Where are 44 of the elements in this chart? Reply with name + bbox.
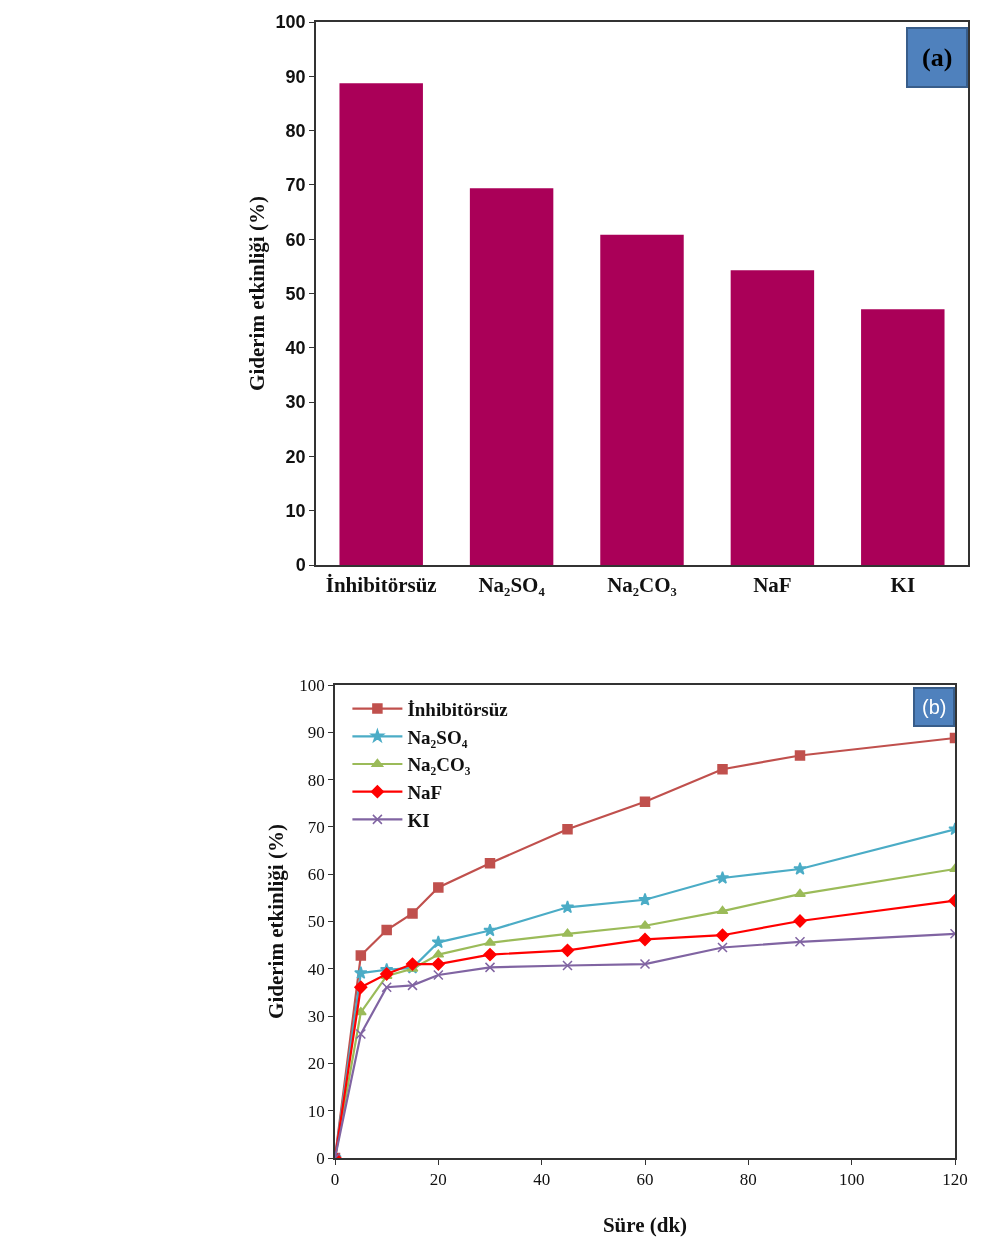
x-axis-title: Süre (dk): [602, 1212, 688, 1237]
y-tick-label: 20: [285, 446, 306, 467]
y-tick-label: 30: [307, 1007, 325, 1027]
y-tick-label: 50: [307, 912, 325, 932]
annotation: (b): [922, 696, 947, 718]
x-tick-label: 60: [636, 1170, 654, 1190]
x-tick-label: 0: [330, 1170, 340, 1190]
y-tick-label: 40: [307, 959, 325, 979]
y-tick-label: 50: [285, 283, 306, 304]
y-tick-label: 0: [316, 1148, 325, 1168]
y-tick-label: 100: [299, 675, 325, 695]
y-tick-label: 20: [307, 1054, 325, 1074]
x-tick-label: KI: [890, 572, 916, 597]
y-tick-label: 70: [285, 175, 306, 196]
y-tick-label: 80: [285, 120, 306, 141]
x-tick-label: Na₂CO₃: [607, 572, 677, 597]
x-tick-label: 120: [942, 1170, 968, 1190]
legend-label: Na₂CO₃: [407, 754, 471, 776]
x-tick-label: NaF: [753, 572, 792, 597]
x-tick-label: 40: [533, 1170, 551, 1190]
y-axis-title: Giderim etkinliği (%): [244, 196, 269, 391]
annotation: (a): [922, 43, 953, 72]
legend-label: NaF: [407, 782, 443, 804]
y-tick-label: 40: [285, 338, 306, 359]
y-tick-label: 10: [307, 1101, 325, 1121]
y-tick-label: 60: [307, 865, 325, 885]
y-tick-label: 0: [295, 555, 306, 576]
y-tick-label: 70: [307, 817, 325, 837]
x-tick-label: Na₂SO₄: [478, 572, 546, 597]
x-tick-label: 100: [838, 1170, 865, 1190]
y-tick-label: 90: [307, 723, 325, 743]
legend-label: KI: [407, 809, 430, 831]
legend-label: Na₂SO₄: [407, 726, 468, 748]
y-tick-label: 30: [285, 392, 306, 413]
legend-label: İnhibitörsüz: [407, 698, 509, 720]
y-tick-label: 60: [285, 229, 306, 250]
y-tick-label: 90: [285, 66, 306, 87]
x-tick-label: 20: [429, 1170, 447, 1190]
x-tick-label: İnhibitörsüz: [325, 572, 437, 597]
y-tick-label: 100: [275, 12, 306, 33]
y-tick-label: 10: [285, 501, 306, 521]
x-tick-label: 80: [739, 1170, 757, 1190]
y-tick-label: 80: [307, 770, 325, 790]
y-axis-title: Giderim etkinliği (%): [263, 824, 288, 1019]
